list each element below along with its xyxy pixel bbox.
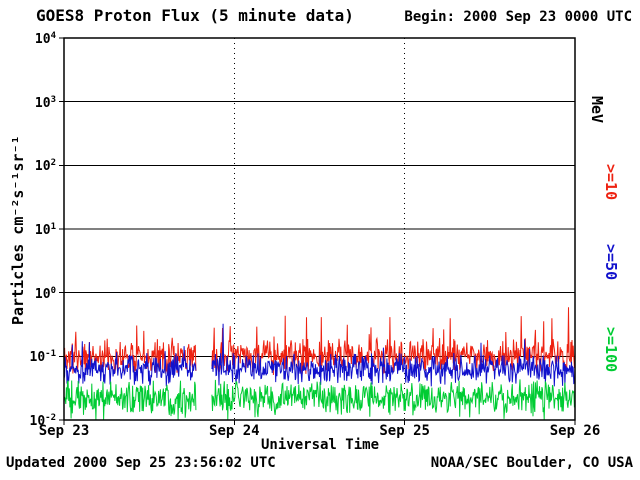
attribution-label: NOAA/SEC Boulder, CO USA xyxy=(430,455,633,471)
right-axis-label-10: >=10 xyxy=(602,164,620,201)
y-tick-label: 10-1 xyxy=(29,349,57,366)
right-axis-label-50: >=50 xyxy=(602,244,620,281)
right-axis-label-mev: MeV xyxy=(588,96,606,124)
series-line--100-mev xyxy=(211,379,576,421)
right-axis-label-100: >=100 xyxy=(602,327,620,373)
y-tick-label: 102 xyxy=(34,158,56,175)
chart-title: GOES8 Proton Flux (5 minute data) xyxy=(36,6,354,25)
x-tick-label: Sep 24 xyxy=(209,423,260,439)
x-tick-label: Sep 25 xyxy=(379,423,430,439)
y-tick-label: 100 xyxy=(34,285,56,302)
x-axis-label: Universal Time xyxy=(260,437,380,453)
begin-timestamp: Begin: 2000 Sep 23 0000 UTC xyxy=(404,9,632,25)
series-line--50-mev xyxy=(63,341,197,387)
y-tick-label: 103 xyxy=(34,94,56,111)
series-line--50-mev xyxy=(211,323,576,387)
y-tick-label: 101 xyxy=(34,221,56,239)
y-tick-label: 104 xyxy=(34,30,56,48)
x-tick-label: Sep 23 xyxy=(38,423,90,439)
y-tick-label: 10-2 xyxy=(29,412,57,430)
series-line--100-mev xyxy=(63,380,197,421)
x-tick-label: Sep 26 xyxy=(549,423,601,439)
plot-frame xyxy=(63,37,576,421)
updated-timestamp: Updated 2000 Sep 25 23:56:02 UTC xyxy=(6,455,276,471)
